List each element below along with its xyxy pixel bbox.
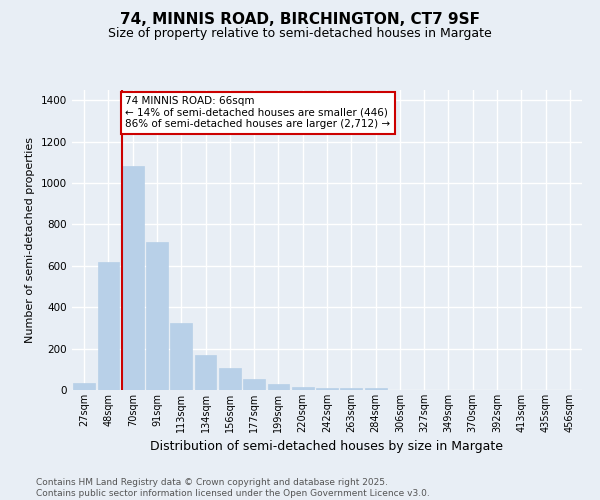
Bar: [268, 384, 289, 390]
Bar: [122, 166, 143, 390]
Bar: [146, 242, 168, 390]
Bar: [170, 323, 192, 390]
Bar: [292, 387, 314, 390]
Y-axis label: Number of semi-detached properties: Number of semi-detached properties: [25, 137, 35, 343]
Bar: [316, 388, 338, 390]
Bar: [194, 355, 217, 390]
Bar: [243, 378, 265, 390]
X-axis label: Distribution of semi-detached houses by size in Margate: Distribution of semi-detached houses by …: [151, 440, 503, 454]
Bar: [219, 368, 241, 390]
Bar: [340, 388, 362, 390]
Text: 74 MINNIS ROAD: 66sqm
← 14% of semi-detached houses are smaller (446)
86% of sem: 74 MINNIS ROAD: 66sqm ← 14% of semi-deta…: [125, 96, 391, 130]
Bar: [97, 262, 119, 390]
Bar: [73, 383, 95, 390]
Text: Contains HM Land Registry data © Crown copyright and database right 2025.
Contai: Contains HM Land Registry data © Crown c…: [36, 478, 430, 498]
Text: Size of property relative to semi-detached houses in Margate: Size of property relative to semi-detach…: [108, 28, 492, 40]
Bar: [365, 388, 386, 390]
Text: 74, MINNIS ROAD, BIRCHINGTON, CT7 9SF: 74, MINNIS ROAD, BIRCHINGTON, CT7 9SF: [120, 12, 480, 28]
